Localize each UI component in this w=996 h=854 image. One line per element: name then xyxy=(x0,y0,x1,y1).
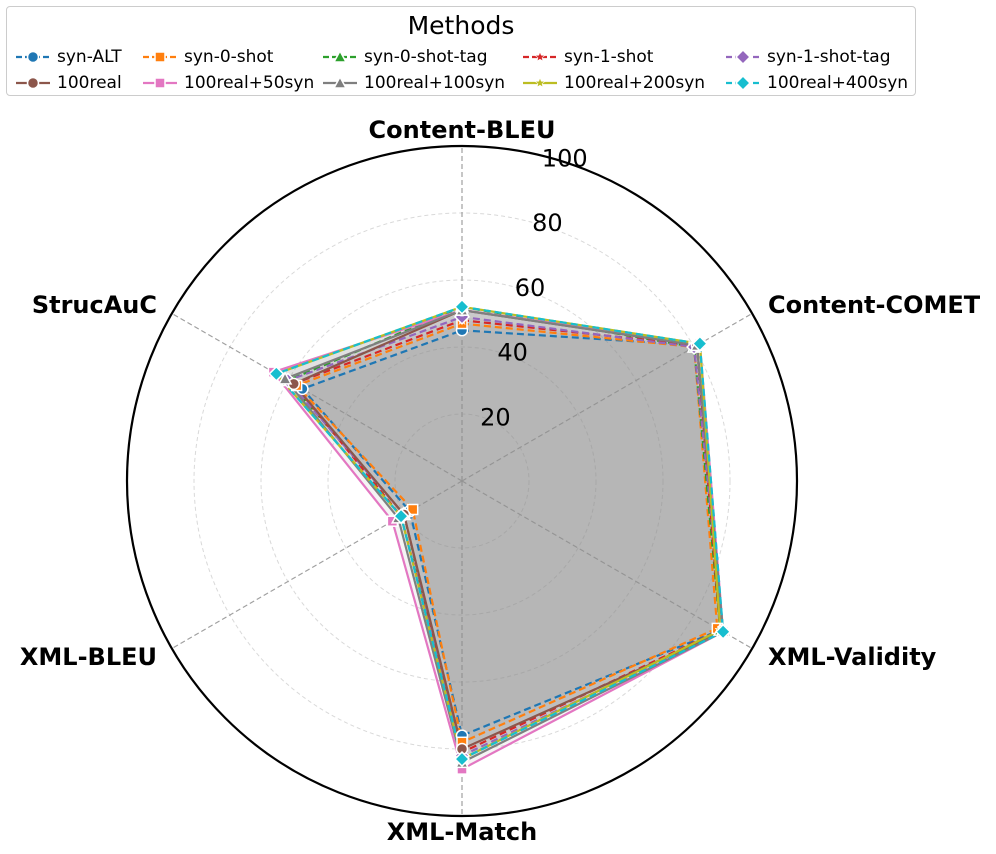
legend-entry-100real-50syn: 100real+50syn xyxy=(142,71,314,95)
legend-swatch-syn-1-shot-tag xyxy=(726,50,760,64)
axis-labels: Content-BLEU Content-COMET XML-Validity XML… xyxy=(20,116,981,846)
tick-label-40: 40 xyxy=(497,339,528,367)
legend-swatch-marker xyxy=(26,76,40,90)
tick-label-20: 20 xyxy=(480,403,511,431)
series-area-syn-1-shot-tag xyxy=(287,316,724,756)
legend-swatch-syn-0-shot-tag xyxy=(323,50,357,63)
legend-swatch-marker xyxy=(734,50,752,64)
legend-swatch-marker xyxy=(154,51,166,63)
point-100real-400syn-xml-match xyxy=(453,750,471,768)
legend-label: syn-ALT xyxy=(57,47,122,67)
point-100real-400syn-content-bleu xyxy=(453,298,471,315)
legend-swatch-100real-400syn xyxy=(726,76,760,90)
series-area-syn-0-shot xyxy=(296,323,718,743)
legend-label: 100real+200syn xyxy=(564,73,706,93)
legend: Methods syn-ALT syn-0-shot syn-0-shot-tag s… xyxy=(6,6,916,96)
legend-swatch-marker xyxy=(332,76,348,89)
point-100real-400syn-content-comet xyxy=(691,335,708,352)
axis-label-xml-match: XML-Match xyxy=(387,818,538,846)
legend-label: 100real+50syn xyxy=(184,73,315,93)
legend-swatch-syn-alt xyxy=(16,50,50,64)
series-area-syn-1-shot xyxy=(293,320,721,753)
radial-tick-labels: 20 40 60 80 100 xyxy=(480,144,588,431)
point-100real-400syn-strucauc xyxy=(268,365,285,382)
legend-label: 100real+100syn xyxy=(364,73,506,93)
axis-label-strucauc: StrucAuC xyxy=(32,291,157,319)
legend-label: syn-1-shot xyxy=(564,47,654,67)
series-markers xyxy=(267,298,732,775)
legend-label: 100real xyxy=(57,73,122,93)
axis-label-xml-bleu: XML-BLEU xyxy=(20,643,157,671)
tick-label-100: 100 xyxy=(542,144,588,172)
legend-label: syn-0-shot-tag xyxy=(364,47,488,67)
axis-label-xml-validity: XML-Validity xyxy=(768,643,937,671)
fill-layer xyxy=(273,306,724,770)
legend-entry-100real-400syn: 100real+400syn xyxy=(725,71,908,95)
legend-swatch-marker xyxy=(26,50,40,64)
grid-circle-40 xyxy=(327,346,597,616)
legend-label: syn-1-shot-tag xyxy=(767,47,891,67)
series-area-100real-400syn xyxy=(276,306,724,759)
legend-entry-100real-200syn: 100real+200syn xyxy=(522,71,705,95)
legend-swatch-marker xyxy=(534,51,546,62)
point-100real-100syn-strucauc xyxy=(277,371,293,385)
series-area-100real-100syn xyxy=(285,310,724,763)
legend-entry-syn-alt: syn-ALT xyxy=(15,45,122,69)
series-area-syn-0-shot-tag xyxy=(287,306,721,759)
axis-label-content-comet: Content-COMET xyxy=(768,291,981,319)
legend-swatch-marker xyxy=(154,77,166,89)
legend-swatch-marker xyxy=(534,77,546,88)
legend-entry-syn-0-shot: syn-0-shot xyxy=(142,45,273,69)
series-area-100real-50syn xyxy=(273,310,724,770)
legend-entry-syn-1-shot-tag: syn-1-shot-tag xyxy=(725,45,890,69)
legend-entry-syn-0-shot-tag: syn-0-shot-tag xyxy=(322,45,487,69)
legend-entry-syn-1-shot: syn-1-shot xyxy=(522,45,653,69)
series-area-100real-200syn xyxy=(276,306,721,759)
legend-swatch-syn-0-shot xyxy=(143,51,177,63)
legend-swatch-marker xyxy=(332,50,348,63)
series-area-100real xyxy=(293,310,724,749)
axis-label-content-bleu: Content-BLEU xyxy=(369,116,556,144)
legend-swatch-marker xyxy=(734,76,752,90)
legend-swatch-syn-1-shot xyxy=(523,51,557,62)
point-100real-400syn-xml-bleu xyxy=(393,508,410,525)
legend-swatch-100real-100syn xyxy=(323,76,357,89)
legend-label: 100real+400syn xyxy=(767,73,909,93)
tick-label-80: 80 xyxy=(532,209,563,237)
legend-swatch-100real-50syn xyxy=(143,77,177,89)
legend-label: syn-0-shot xyxy=(184,47,274,67)
outer-frame xyxy=(125,144,799,818)
legend-entry-100real: 100real xyxy=(15,71,122,95)
legend-swatch-100real xyxy=(16,76,50,90)
point-100real-400syn-xml-validity xyxy=(715,623,732,640)
series-area-syn-alt xyxy=(302,330,721,736)
legend-title: Methods xyxy=(407,11,515,40)
legend-entry-100real-100syn: 100real+100syn xyxy=(322,71,505,95)
legend-swatch-100real-200syn xyxy=(523,77,557,88)
tick-label-60: 60 xyxy=(515,274,546,302)
